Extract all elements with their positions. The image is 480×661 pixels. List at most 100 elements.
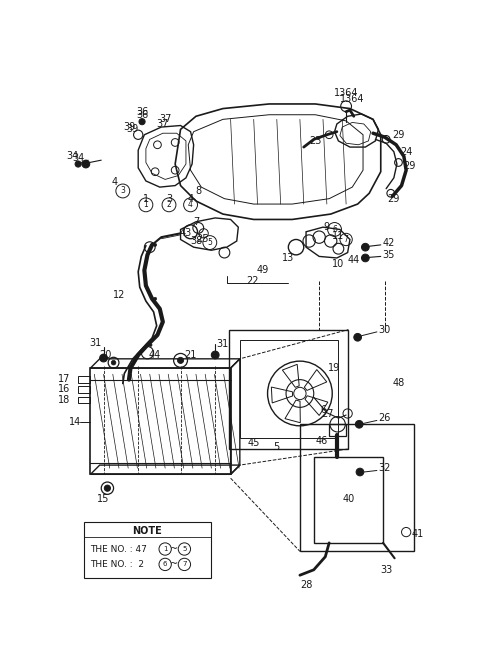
Text: 13: 13 (282, 253, 294, 263)
Text: 30: 30 (378, 325, 391, 334)
Text: ~: ~ (169, 559, 178, 569)
Circle shape (356, 468, 364, 476)
Circle shape (178, 358, 184, 364)
Bar (78, 386, 90, 393)
Text: 4: 4 (188, 194, 193, 204)
Bar (229, 330, 348, 449)
Text: 7: 7 (193, 217, 199, 227)
Bar (78, 397, 90, 403)
Text: 16: 16 (58, 384, 71, 394)
Circle shape (82, 160, 90, 168)
Circle shape (149, 344, 152, 346)
Text: 1364: 1364 (340, 94, 364, 104)
Text: 17: 17 (58, 374, 71, 384)
Text: 29: 29 (388, 194, 400, 204)
Text: 29: 29 (392, 130, 405, 139)
Text: 1364: 1364 (334, 88, 359, 98)
Text: 46: 46 (315, 436, 327, 446)
Circle shape (111, 360, 116, 365)
Circle shape (104, 485, 110, 491)
Circle shape (211, 351, 219, 359)
Text: 29: 29 (403, 161, 415, 171)
Text: 39: 39 (123, 122, 135, 132)
Text: 44: 44 (149, 350, 161, 360)
Text: 18: 18 (58, 395, 71, 405)
Text: 7: 7 (182, 561, 187, 567)
Text: 39: 39 (126, 124, 138, 134)
Text: 15: 15 (97, 494, 110, 504)
Circle shape (154, 243, 156, 247)
Text: 1: 1 (143, 194, 149, 204)
Text: 43: 43 (180, 228, 192, 239)
Text: 20: 20 (100, 350, 112, 360)
Circle shape (361, 243, 369, 251)
Text: THE NO. :  2: THE NO. : 2 (90, 560, 144, 569)
Text: 45: 45 (248, 438, 260, 447)
Text: 3: 3 (166, 194, 172, 204)
Text: 31: 31 (89, 338, 101, 348)
Text: 11: 11 (332, 231, 345, 241)
Text: NOTE: NOTE (132, 526, 162, 536)
Text: 19: 19 (328, 363, 341, 373)
Bar (240, 340, 338, 438)
Text: 40: 40 (342, 494, 355, 504)
Text: THE NO. : 47: THE NO. : 47 (90, 545, 147, 553)
Text: 14: 14 (69, 417, 81, 427)
Text: ~: ~ (169, 544, 178, 554)
Text: 8: 8 (195, 186, 201, 196)
Text: 33: 33 (381, 564, 393, 575)
Text: 23: 23 (309, 136, 322, 146)
Text: 6: 6 (163, 561, 168, 567)
Circle shape (139, 118, 145, 125)
Text: 37: 37 (156, 119, 169, 129)
Text: 5: 5 (207, 238, 212, 247)
Text: 27: 27 (322, 409, 334, 419)
Text: 5: 5 (182, 546, 187, 552)
Circle shape (361, 254, 369, 262)
Text: 4: 4 (188, 200, 193, 210)
Circle shape (154, 297, 156, 300)
Circle shape (75, 161, 81, 167)
Circle shape (101, 482, 114, 494)
Bar (314, 457, 383, 543)
Text: 7: 7 (344, 235, 348, 244)
Circle shape (355, 420, 363, 428)
Text: 41: 41 (411, 529, 424, 539)
Circle shape (100, 354, 108, 362)
Text: 28: 28 (300, 580, 312, 590)
Text: 49: 49 (257, 265, 269, 275)
Bar (84, 522, 211, 578)
Text: 34: 34 (72, 153, 84, 163)
Text: 6: 6 (320, 405, 326, 415)
Text: 25: 25 (196, 234, 208, 244)
Text: 38: 38 (190, 236, 202, 246)
Text: 26: 26 (378, 413, 391, 423)
Text: 10: 10 (332, 259, 345, 269)
Text: 42: 42 (382, 239, 395, 249)
Bar (329, 424, 346, 436)
Text: 6: 6 (332, 225, 337, 234)
Circle shape (354, 333, 361, 341)
Text: 31: 31 (217, 339, 229, 349)
Bar (90, 368, 230, 475)
Text: 21: 21 (184, 350, 197, 360)
Bar (78, 375, 90, 383)
Text: 36: 36 (136, 106, 148, 116)
Bar (300, 424, 414, 551)
Text: 32: 32 (378, 463, 391, 473)
Text: 35: 35 (382, 250, 395, 260)
Text: 5: 5 (274, 442, 280, 452)
Text: 24: 24 (400, 147, 412, 157)
Text: 48: 48 (392, 379, 405, 389)
Text: 12: 12 (113, 290, 125, 300)
Text: 44: 44 (348, 255, 360, 265)
Text: 4: 4 (112, 176, 118, 186)
Text: 37: 37 (159, 114, 171, 124)
Circle shape (294, 387, 306, 400)
Text: 34: 34 (67, 151, 79, 161)
Text: 3: 3 (120, 186, 125, 196)
Text: 9: 9 (324, 222, 330, 232)
Text: 1: 1 (163, 546, 168, 552)
Text: 22: 22 (246, 276, 258, 286)
Text: 2: 2 (167, 200, 171, 210)
